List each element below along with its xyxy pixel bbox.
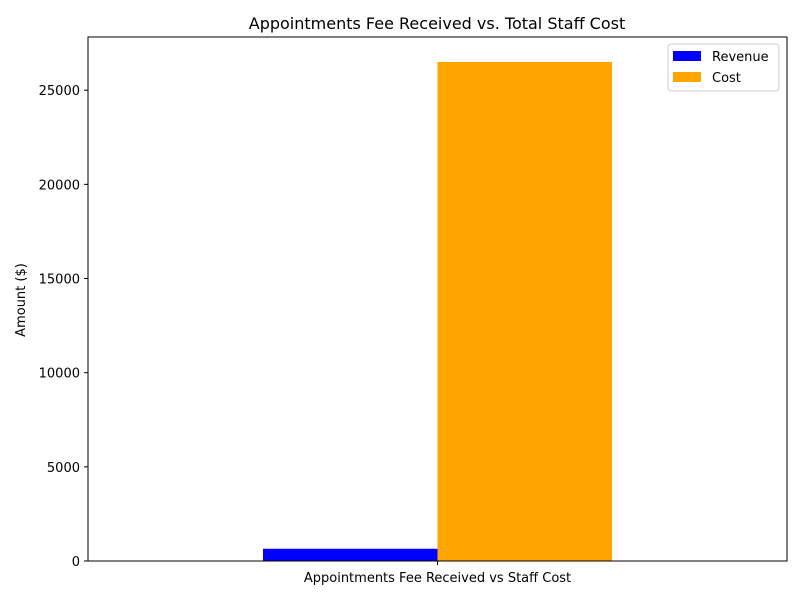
- y-tick-label: 5000: [47, 461, 80, 476]
- legend-swatch-revenue: [673, 51, 701, 61]
- bars-group: [263, 61, 612, 561]
- legend-swatch-cost: [673, 72, 701, 82]
- y-tick-label: 20000: [39, 178, 80, 193]
- y-tick-label: 10000: [39, 367, 80, 382]
- y-axis-ticks: 0 5000 10000 15000 20000 25000: [39, 84, 88, 570]
- bar-revenue: [263, 548, 438, 561]
- x-axis-ticks: Appointments Fee Received vs Staff Cost: [304, 561, 571, 586]
- y-tick-label: 15000: [39, 273, 80, 288]
- bar-cost: [437, 61, 612, 561]
- x-tick-label: Appointments Fee Received vs Staff Cost: [304, 571, 571, 586]
- legend: Revenue Cost: [667, 43, 780, 92]
- legend-label-cost: Cost: [712, 71, 741, 86]
- y-tick-label: 0: [72, 555, 80, 570]
- y-axis-label: Amount ($): [14, 263, 29, 337]
- legend-label-revenue: Revenue: [712, 50, 769, 65]
- chart-title: Appointments Fee Received vs. Total Staf…: [249, 14, 626, 33]
- y-tick-label: 25000: [39, 84, 80, 99]
